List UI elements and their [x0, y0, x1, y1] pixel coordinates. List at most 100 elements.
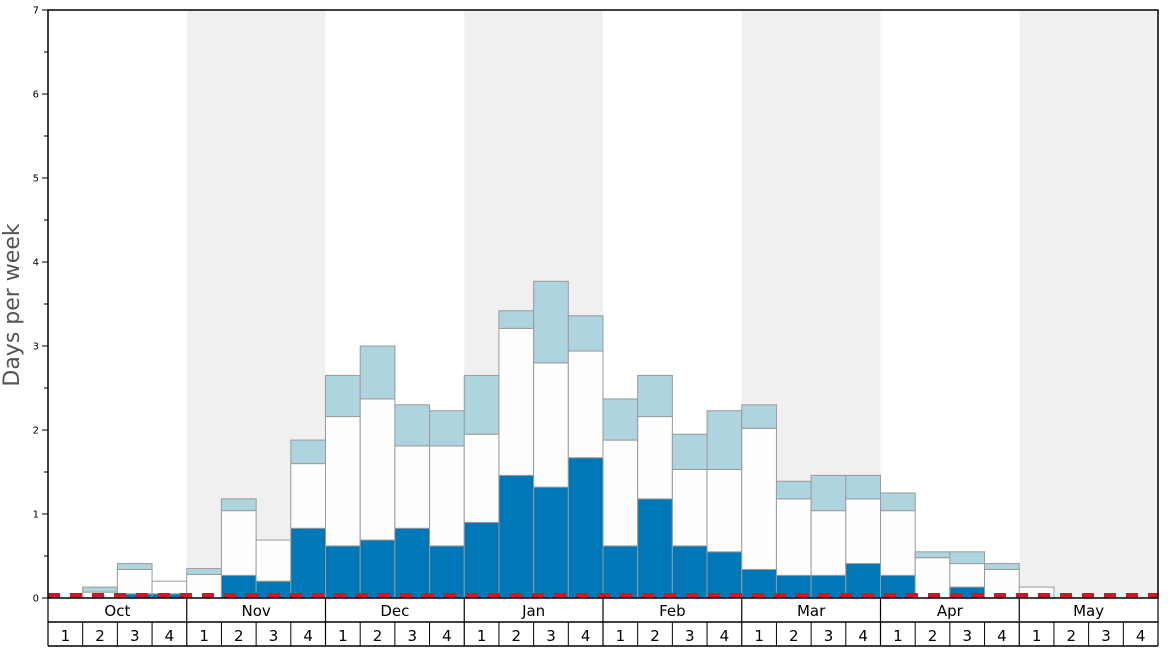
week-label: 1 — [1032, 627, 1042, 645]
bar-segment — [359, 345, 396, 400]
bar-segment — [914, 557, 951, 599]
bar-segment — [671, 468, 708, 547]
y-axis-label: Days per week — [0, 223, 25, 386]
bar-segment — [186, 568, 222, 575]
bar-segment — [567, 315, 604, 352]
bar-segment — [949, 563, 986, 588]
bar-segment — [359, 398, 396, 541]
bar-segment — [637, 416, 673, 500]
bar-segment — [463, 433, 500, 523]
x-axis: Oct 1 2 3 4 Nov 1 2 3 4 Dec 1 2 3 4 Jan 1 2 3 4 Feb 1 2 3 4 Mar 1 2… — [47, 598, 1159, 647]
week-label: 2 — [928, 627, 938, 645]
bar-segment — [498, 327, 535, 476]
bar-segment — [290, 463, 326, 529]
bar-segment — [845, 474, 881, 500]
bar-segment — [671, 545, 708, 599]
month-label-dec: Dec — [380, 602, 409, 620]
month-label-nov: Nov — [241, 602, 270, 620]
bar-segment — [325, 416, 361, 547]
week-label: 4 — [858, 627, 868, 645]
week-label: 4 — [1136, 627, 1146, 645]
week-label: 2 — [373, 627, 383, 645]
bar-segment — [810, 510, 847, 576]
bar-segment — [429, 410, 465, 447]
week-label: 3 — [407, 627, 417, 645]
bar-segment — [602, 439, 639, 547]
bar-segment — [325, 374, 361, 418]
week-label: 3 — [685, 627, 695, 645]
month-shade-may — [1019, 10, 1158, 598]
bar-segment — [290, 527, 326, 599]
week-label: 1 — [893, 627, 903, 645]
bar-segment — [82, 586, 118, 593]
bar-segment — [741, 427, 777, 570]
bar-segment — [255, 539, 292, 582]
bar-segment — [567, 457, 604, 599]
week-label: 3 — [824, 627, 834, 645]
bar-segment — [394, 445, 431, 529]
month-label-mar: Mar — [797, 602, 826, 620]
bar-segment — [567, 350, 604, 459]
y-tick-label: 1 — [33, 510, 39, 521]
bar-segment — [637, 374, 673, 418]
week-label: 4 — [997, 627, 1007, 645]
week-label: 3 — [546, 627, 556, 645]
week-label: 2 — [95, 627, 105, 645]
bar-segment — [706, 551, 743, 599]
bar-segment — [220, 498, 257, 512]
y-axis: 0 1 2 3 4 5 6 7 — [33, 6, 48, 605]
bars — [82, 280, 1055, 599]
week-label: 1 — [199, 627, 209, 645]
bar-segment — [602, 398, 639, 441]
bar-segment — [880, 510, 916, 576]
week-label: 3 — [130, 627, 140, 645]
week-label: 4 — [303, 627, 313, 645]
bar-segment — [914, 551, 951, 559]
bar-segment — [775, 480, 812, 500]
y-tick-label: 6 — [33, 90, 39, 101]
week-label: 3 — [1101, 627, 1111, 645]
bar-segment — [463, 374, 500, 435]
y-tick-label: 2 — [33, 426, 39, 437]
month-label-may: May — [1073, 602, 1104, 620]
bar-segment — [706, 468, 743, 553]
week-label: 4 — [581, 627, 591, 645]
week-label: 4 — [442, 627, 452, 645]
week-label: 4 — [165, 627, 175, 645]
week-label: 1 — [338, 627, 348, 645]
week-label: 1 — [61, 627, 71, 645]
bar-segment — [602, 545, 639, 599]
bar-segment — [463, 521, 500, 599]
y-tick-label: 7 — [33, 6, 39, 17]
bar-segment — [775, 498, 812, 576]
bar-segment — [845, 498, 881, 565]
bar-segment — [706, 410, 743, 470]
y-tick-label: 3 — [33, 342, 39, 353]
bar-segment — [394, 527, 431, 599]
month-label-jan: Jan — [521, 602, 545, 620]
bar-segment — [671, 433, 708, 470]
bar-segment — [533, 362, 569, 488]
week-label: 2 — [234, 627, 244, 645]
bar-segment — [880, 492, 916, 512]
bar-segment — [637, 498, 673, 599]
month-label-feb: Feb — [659, 602, 686, 620]
y-tick-label: 4 — [33, 258, 39, 269]
week-label: 2 — [1067, 627, 1077, 645]
bar-segment — [741, 404, 777, 429]
week-label: 1 — [616, 627, 626, 645]
bar-segment — [533, 486, 569, 599]
week-label: 2 — [650, 627, 660, 645]
week-label: 2 — [512, 627, 522, 645]
y-tick-label: 5 — [33, 174, 39, 185]
bar-segment — [325, 545, 361, 599]
week-label: 4 — [720, 627, 730, 645]
bar-segment — [116, 563, 153, 570]
bar-segment — [498, 474, 535, 599]
bar-segment — [533, 280, 569, 364]
week-label: 3 — [962, 627, 972, 645]
bar-segment — [984, 563, 1020, 570]
bar-segment — [359, 539, 396, 599]
week-label: 1 — [754, 627, 764, 645]
